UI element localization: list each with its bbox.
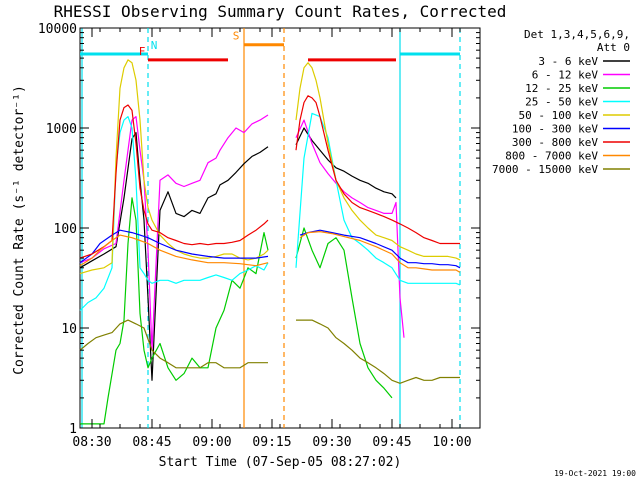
legend-label: 7000 - 15000 keV [492,163,598,176]
series-line-6 [79,95,460,259]
series-line-4 [79,59,461,275]
legend-header: Det 1,3,4,5,6,9, [524,28,630,41]
flag-label-N: N [151,39,158,52]
x-tick-label: 09:30 [312,435,351,450]
series-line-0 [79,127,397,381]
series-line-2 [80,197,393,425]
y-tick-label: 10000 [38,22,77,37]
flag-bars: NF S [80,30,460,62]
y-axis-label: Corrected Count Rate (s⁻¹ detector⁻¹) [12,85,27,375]
legend-label: 6 - 12 keV [532,69,599,82]
x-tick-label: 10:00 [432,435,471,450]
series-line-1 [79,114,405,351]
series-line-8 [79,319,460,384]
y-tick-label: 1 [69,422,77,437]
x-axis: 08:30 08:45 09:00 09:15 09:30 09:45 10:00 [72,28,481,450]
legend-header: Att 0 [597,41,630,54]
x-tick-label: 09:15 [252,435,291,450]
legend-label: 3 - 6 keV [538,55,598,68]
y-tick-label: 100 [54,222,77,237]
series-lines [79,59,461,425]
plot-area: NF S [79,27,481,429]
series-line-7 [79,231,461,273]
legend-label: 12 - 25 keV [525,82,598,95]
x-axis-label: Start Time (07-Sep-05 08:27:02) [159,455,402,470]
legend-label: 100 - 300 keV [512,123,598,136]
flag-label-S: S [233,30,240,43]
series-line-5 [79,229,461,269]
y-tick-label: 10 [61,322,77,337]
legend-label: 300 - 800 keV [512,136,598,149]
timestamp: 19-Oct-2021 19:00 [554,469,636,478]
x-tick-label: 09:00 [192,435,231,450]
x-tick-label: 08:45 [132,435,171,450]
x-tick-label: 08:30 [72,435,111,450]
legend-label: 25 - 50 keV [525,96,598,109]
chart-title: RHESSI Observing Summary Count Rates, Co… [54,2,507,21]
x-tick-label: 09:45 [372,435,411,450]
y-axis: 1 10 100 1000 10000 [38,22,480,437]
legend-label: 50 - 100 keV [519,109,599,122]
flag-label-F: F [139,45,146,58]
plot-frame [79,27,481,429]
legend-label: 800 - 7000 keV [505,150,598,163]
y-tick-label: 1000 [46,122,77,137]
